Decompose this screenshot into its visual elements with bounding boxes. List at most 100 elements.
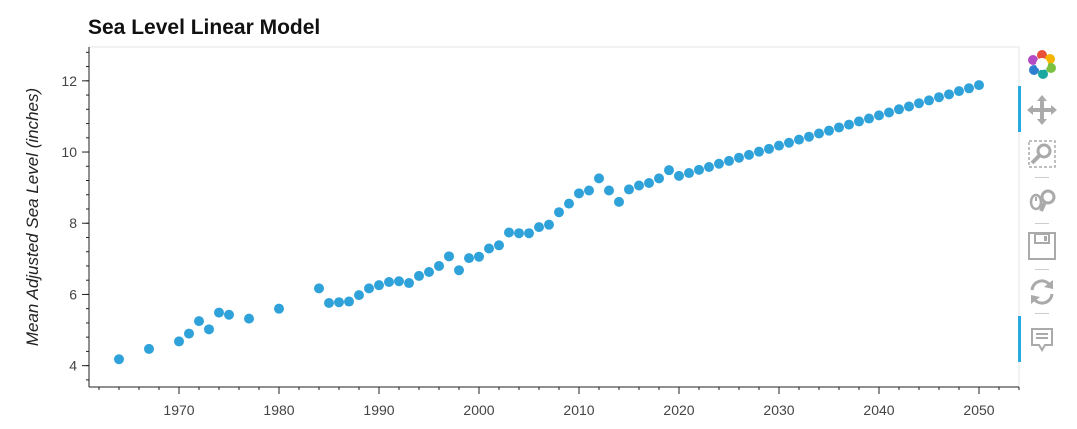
x-axis: 1970 1980 1990 2000 2010 2020 2030 2040 2050 [89, 386, 1020, 418]
data-point [614, 196, 624, 207]
data-point [794, 134, 804, 145]
reset-icon[interactable] [1024, 274, 1060, 310]
data-point [114, 354, 124, 365]
pan-icon[interactable] [1024, 92, 1060, 128]
y-tick-label: 8 [69, 215, 77, 231]
data-point [964, 83, 974, 94]
plot-frame [88, 46, 1020, 388]
data-point [354, 290, 364, 301]
data-point [334, 297, 344, 308]
data-point [914, 98, 924, 109]
x-tick-label: 1990 [363, 402, 394, 418]
data-point [514, 228, 524, 239]
data-point [194, 316, 204, 327]
data-point [594, 173, 604, 184]
wheel-zoom-icon[interactable] [1024, 182, 1060, 218]
data-point [214, 307, 224, 318]
data-point [464, 253, 474, 264]
data-point [394, 276, 404, 287]
data-point [824, 125, 834, 136]
data-point [554, 207, 564, 218]
data-point [864, 113, 874, 124]
box-zoom-icon[interactable] [1024, 136, 1060, 172]
x-tick-label: 2010 [563, 402, 594, 418]
data-point [884, 107, 894, 118]
data-point [844, 119, 854, 130]
data-point [314, 283, 324, 294]
y-tick-label: 10 [61, 144, 77, 160]
data-point [564, 198, 574, 209]
toolbar-separator [1035, 313, 1049, 314]
data-point [534, 222, 544, 233]
data-point [894, 104, 904, 115]
data-point [364, 283, 374, 294]
data-point [784, 137, 794, 148]
data-point [494, 240, 504, 251]
data-point [374, 280, 384, 291]
save-icon[interactable] [1024, 228, 1060, 264]
data-point [814, 128, 824, 139]
data-point [274, 303, 284, 314]
data-point [684, 168, 694, 179]
pan-active-indicator [1018, 86, 1021, 132]
x-tick-label: 1980 [263, 402, 294, 418]
y-tick-label: 6 [69, 286, 77, 302]
data-point [184, 328, 194, 339]
data-point [854, 116, 864, 127]
data-point [674, 170, 684, 181]
data-point [944, 89, 954, 100]
data-point [404, 278, 414, 289]
data-point [744, 149, 754, 160]
x-tick-label: 2040 [863, 402, 894, 418]
data-point [574, 188, 584, 199]
x-tick-label: 2030 [763, 402, 794, 418]
data-point [654, 173, 664, 184]
data-point [774, 140, 784, 151]
y-axis-title: Mean Adjusted Sea Level (inches) [23, 88, 42, 346]
chart-title: Sea Level Linear Model [88, 16, 321, 39]
data-point [904, 101, 914, 112]
data-point [934, 92, 944, 103]
data-point [544, 219, 554, 230]
data-point [714, 158, 724, 169]
data-point [444, 251, 454, 262]
data-point [724, 155, 734, 166]
data-point [454, 265, 464, 276]
data-point [344, 296, 354, 307]
data-point [834, 122, 844, 133]
data-point [644, 178, 654, 188]
data-point [434, 260, 444, 271]
data-point [974, 80, 984, 91]
data-point [664, 165, 674, 176]
data-point [174, 336, 184, 347]
data-point [764, 143, 774, 154]
bokeh-logo-icon[interactable] [1024, 46, 1060, 82]
data-point [244, 313, 254, 324]
data-point [224, 309, 234, 320]
data-point [424, 267, 434, 278]
data-point [384, 276, 394, 287]
x-tick-label: 2020 [663, 402, 694, 418]
scatter-points [114, 80, 984, 365]
data-point [754, 146, 764, 157]
y-tick-label: 12 [61, 73, 77, 89]
x-tick-label: 2050 [963, 402, 994, 418]
data-point [874, 110, 884, 121]
data-point [704, 161, 714, 172]
data-point [634, 180, 644, 191]
data-point [584, 185, 594, 196]
hover-icon[interactable] [1024, 322, 1060, 358]
data-point [624, 184, 634, 195]
data-point [414, 270, 424, 281]
data-point [504, 227, 514, 238]
data-point [524, 228, 534, 239]
y-axis: 4 6 8 10 12 [61, 47, 90, 387]
data-point [144, 343, 154, 354]
chart-toolbar [1018, 44, 1068, 364]
y-tick-label: 4 [69, 358, 77, 374]
data-point [804, 131, 814, 142]
data-point [474, 251, 484, 262]
x-tick-label: 1970 [163, 402, 194, 418]
toolbar-separator [1035, 269, 1049, 270]
